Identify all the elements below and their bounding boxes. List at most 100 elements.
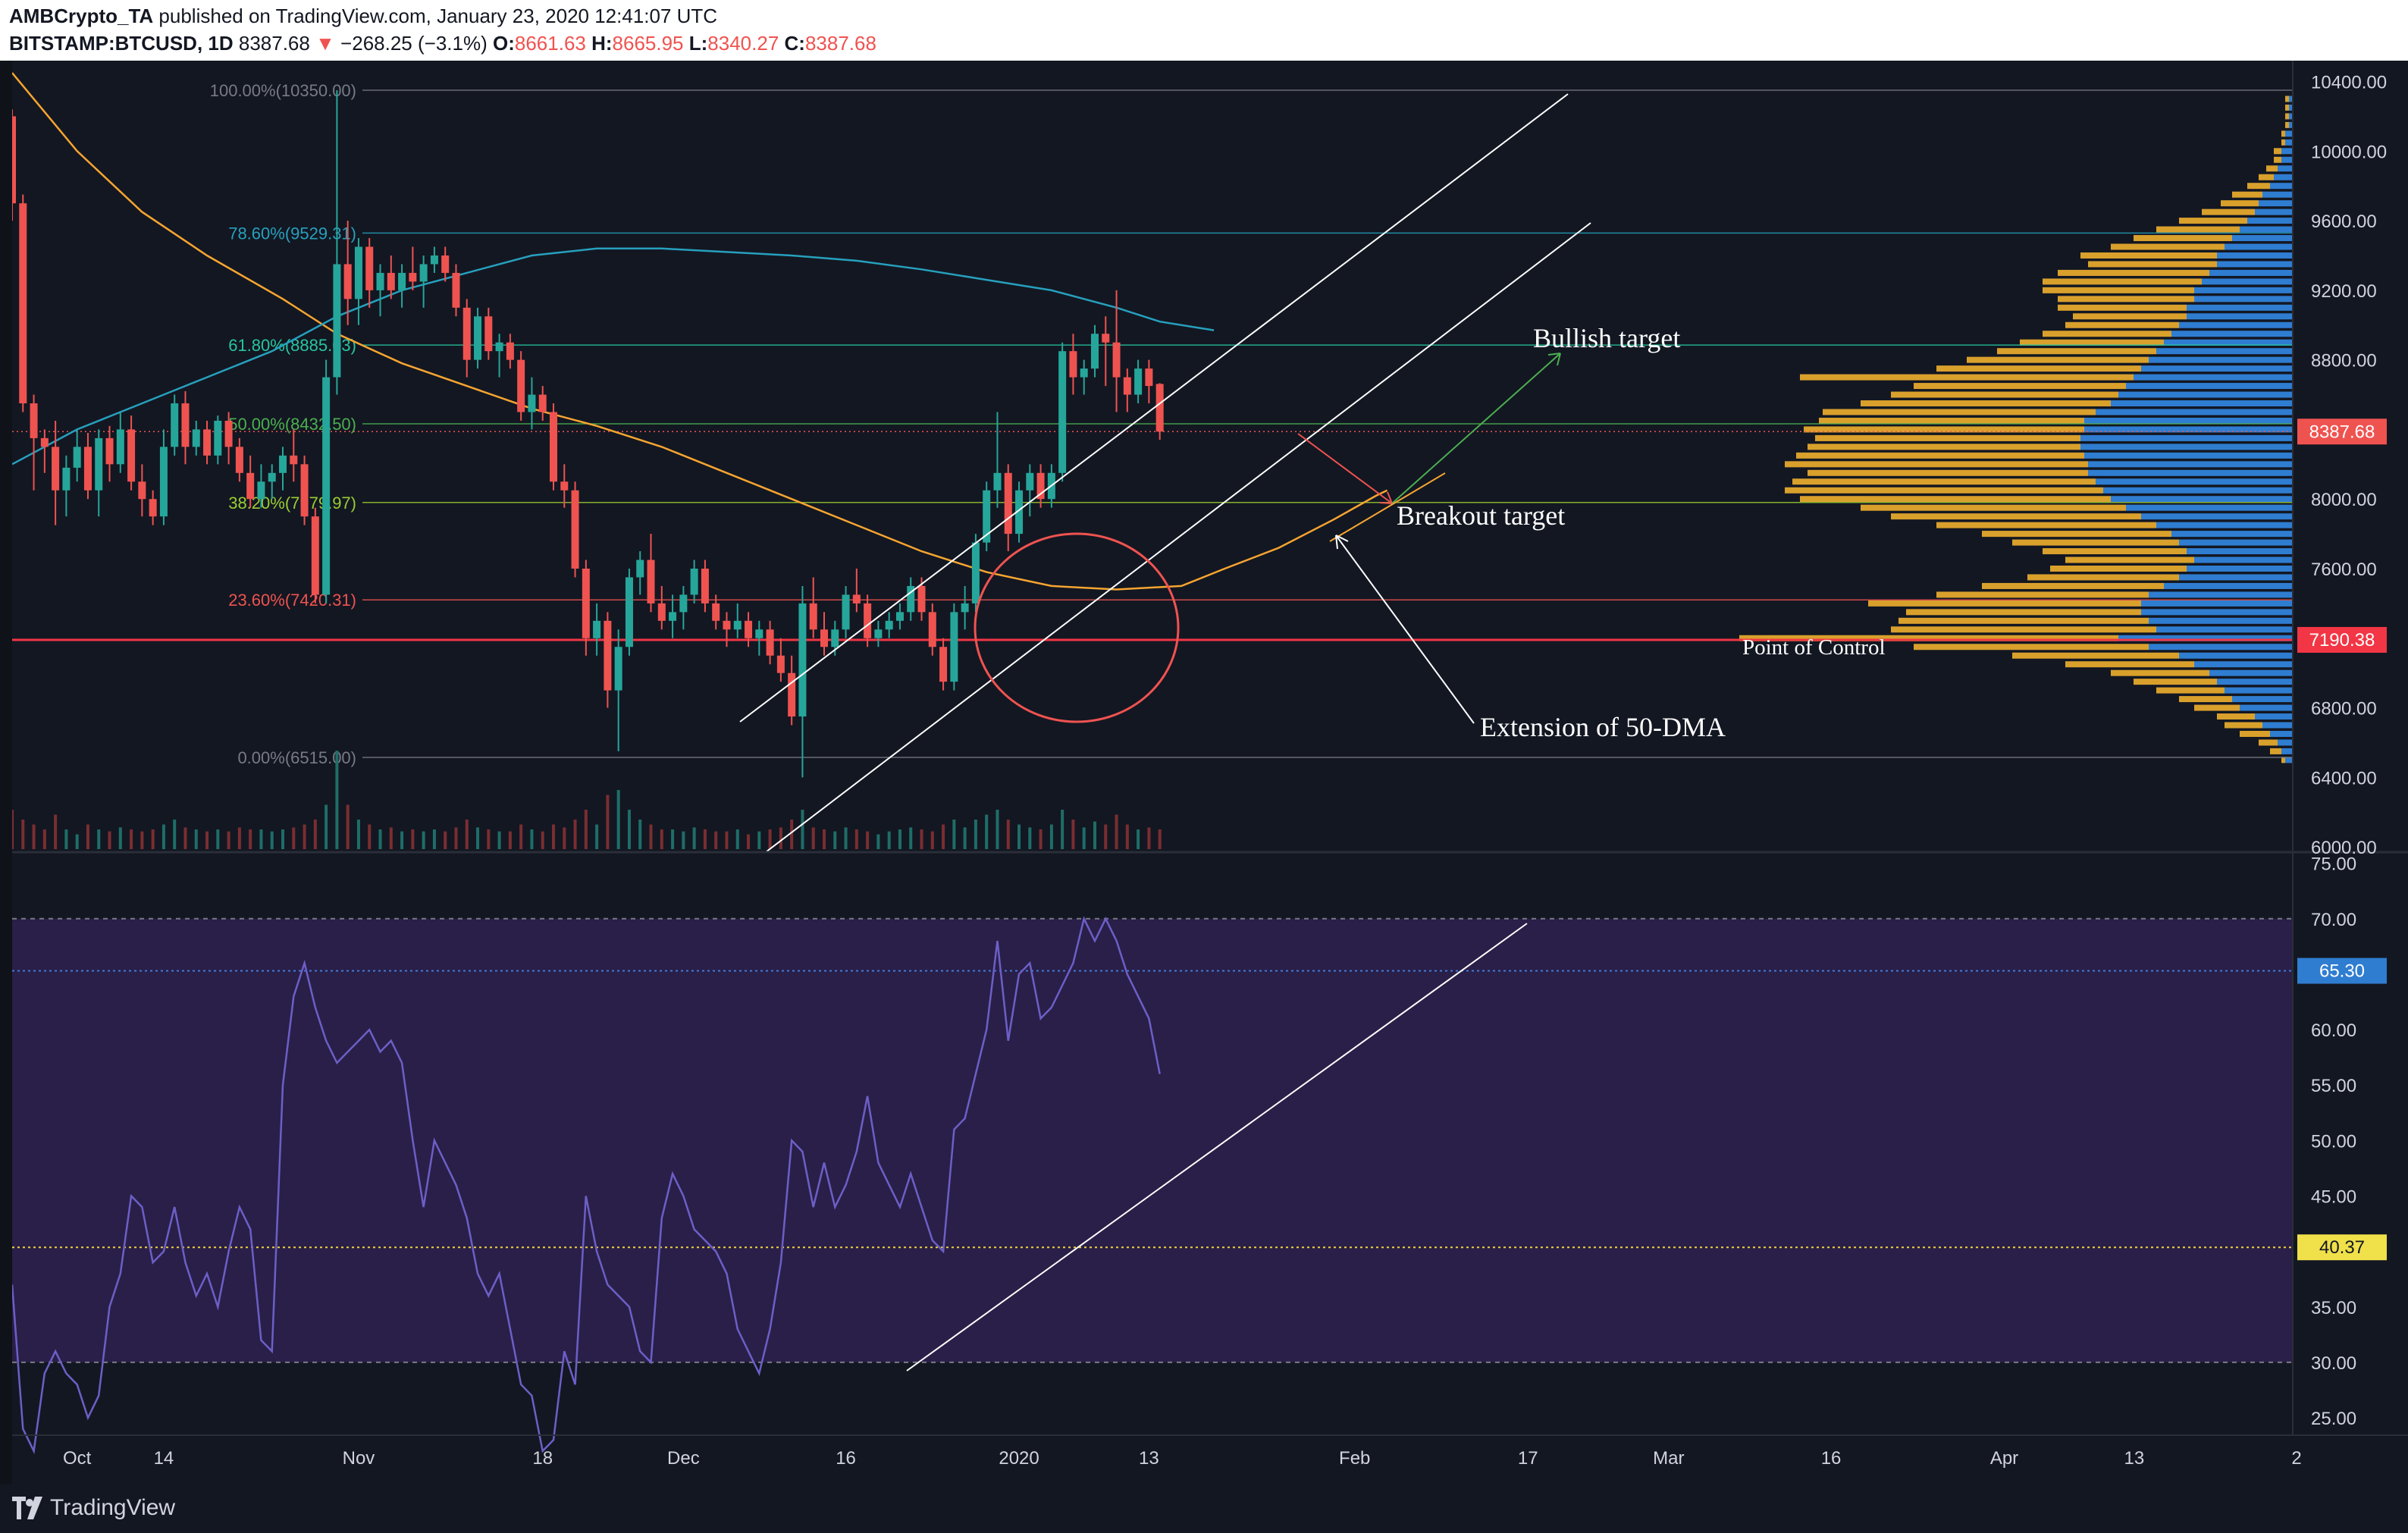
volume-profile-bar-down bbox=[2065, 556, 2194, 563]
volume-bar bbox=[194, 829, 198, 849]
volume-profile-bar-up bbox=[2217, 261, 2293, 268]
volume-bar bbox=[487, 829, 491, 849]
volume-profile-bar-up bbox=[2281, 148, 2293, 155]
candle-body bbox=[917, 585, 926, 613]
volume-profile-bar-up bbox=[2141, 609, 2293, 616]
candle-body bbox=[484, 316, 493, 352]
volume-profile-bar-down bbox=[2247, 183, 2270, 190]
volume-profile-bar-up bbox=[2179, 321, 2293, 328]
candle-body bbox=[560, 481, 569, 491]
volume-profile-bar-up bbox=[2217, 679, 2293, 685]
candle-body bbox=[322, 377, 331, 595]
volume-bar bbox=[920, 829, 923, 849]
volume-bar bbox=[1125, 824, 1129, 849]
candle-body bbox=[419, 264, 428, 282]
channel-upper-line bbox=[739, 93, 1569, 723]
volume-profile-bar-down bbox=[1785, 461, 2088, 468]
volume-profile-bar-up bbox=[2149, 644, 2293, 651]
tradingview-logo-icon[interactable] bbox=[11, 1494, 44, 1524]
candle-body bbox=[582, 568, 590, 638]
symbol-label[interactable]: BITSTAMP:BTCUSD, 1D bbox=[9, 32, 234, 55]
volume-profile-bar-up bbox=[2171, 531, 2293, 538]
candle-body bbox=[625, 577, 633, 647]
volume-profile-bar-down bbox=[1868, 600, 2141, 607]
volume-bar bbox=[97, 829, 101, 849]
volume-profile-bar-up bbox=[2289, 121, 2293, 128]
volume-bar bbox=[21, 820, 25, 849]
volume-profile-bar-down bbox=[1891, 626, 2156, 633]
volume-bar bbox=[42, 829, 46, 849]
price-change: −268.25 (−3.1%) bbox=[340, 32, 488, 55]
volume-bar bbox=[530, 829, 534, 849]
rsi-tick-label: 35.00 bbox=[2311, 1298, 2356, 1318]
time-tick-label: 2020 bbox=[999, 1448, 1039, 1469]
volume-bar bbox=[757, 831, 761, 849]
volume-profile-bar-up bbox=[2156, 522, 2293, 528]
price-tick-label: 7600.00 bbox=[2311, 560, 2377, 580]
price-tick-label: 6000.00 bbox=[2311, 838, 2377, 858]
price-chart[interactable]: 100.00%(10350.00)78.60%(9529.31)61.80%(8… bbox=[0, 61, 2408, 1484]
volume-bar bbox=[378, 829, 382, 849]
volume-bar bbox=[844, 827, 848, 849]
fib-level-label: 100.00%(10350.00) bbox=[210, 81, 356, 100]
candle-body bbox=[279, 455, 287, 473]
author-name[interactable]: AMBCrypto_TA bbox=[9, 5, 154, 27]
volume-profile-bar-down bbox=[1997, 348, 2156, 355]
volume-profile-bar-down bbox=[1819, 417, 2084, 424]
volume-profile-bar-down bbox=[2080, 252, 2217, 259]
volume-bar bbox=[508, 831, 512, 849]
time-tick-label: Oct bbox=[63, 1448, 92, 1469]
candle-body bbox=[820, 629, 828, 647]
volume-profile-bar-down bbox=[1785, 487, 2103, 494]
rsi-lower-value-label-box bbox=[2297, 1234, 2387, 1261]
candle-body bbox=[181, 403, 190, 447]
candle-body bbox=[679, 594, 688, 613]
volume-profile-bar-up bbox=[2232, 696, 2293, 703]
volume-bar bbox=[356, 820, 360, 849]
candle-body bbox=[365, 246, 374, 290]
volume-profile-bar-up bbox=[2225, 687, 2293, 694]
candle-body bbox=[73, 447, 81, 468]
candle-body bbox=[971, 542, 980, 603]
tradingview-brand[interactable]: TradingView bbox=[50, 1495, 176, 1520]
volume-bar bbox=[183, 827, 187, 849]
volume-profile-bar-up bbox=[2278, 165, 2293, 172]
candle-body bbox=[614, 647, 622, 691]
volume-profile-bar-down bbox=[2088, 261, 2217, 268]
point-of-control-label: Point of Control bbox=[1742, 635, 1886, 660]
grid-group bbox=[12, 917, 2293, 1363]
candle-body bbox=[300, 464, 309, 517]
price-tick-label: 10400.00 bbox=[2311, 73, 2387, 93]
candle-body bbox=[928, 612, 936, 647]
volume-profile-bar-down bbox=[1861, 400, 2111, 407]
volume-profile-bar-up bbox=[2096, 478, 2293, 485]
volume-profile-bar-up bbox=[2225, 243, 2293, 250]
volume-profile-bar-down bbox=[2285, 113, 2289, 120]
candle-body bbox=[1145, 368, 1153, 387]
volume-bar bbox=[768, 829, 772, 849]
volume-profile-bar-down bbox=[1891, 391, 2118, 398]
candle-body bbox=[311, 516, 319, 595]
price-tick-label: 9200.00 bbox=[2311, 281, 2377, 302]
volume-profile-bar-down bbox=[2043, 548, 2187, 555]
volume-bar bbox=[1006, 820, 1010, 849]
candle-body bbox=[30, 403, 38, 438]
volume-bar bbox=[909, 827, 913, 849]
candle-body bbox=[116, 429, 124, 465]
volume-profile-bar-down bbox=[1914, 383, 2126, 390]
volume-profile-bar-up bbox=[2126, 383, 2293, 390]
volume-profile-bar-up bbox=[2255, 208, 2293, 215]
candle-body bbox=[105, 437, 114, 465]
volume-profile-bar-down bbox=[1982, 531, 2171, 538]
candle-body bbox=[376, 272, 384, 290]
volume-profile-bar-up bbox=[2187, 548, 2293, 555]
candle-body bbox=[1091, 334, 1099, 369]
candle-body bbox=[387, 272, 395, 290]
volume-profile-bar-up bbox=[2118, 391, 2293, 398]
volume-bar bbox=[887, 831, 891, 849]
volume-profile-bar-up bbox=[2187, 304, 2293, 311]
candle-body bbox=[604, 620, 612, 691]
volume-bar bbox=[32, 824, 36, 849]
volume-profile-bar-down bbox=[1808, 469, 2088, 476]
volume-profile-bar-up bbox=[2084, 426, 2293, 433]
